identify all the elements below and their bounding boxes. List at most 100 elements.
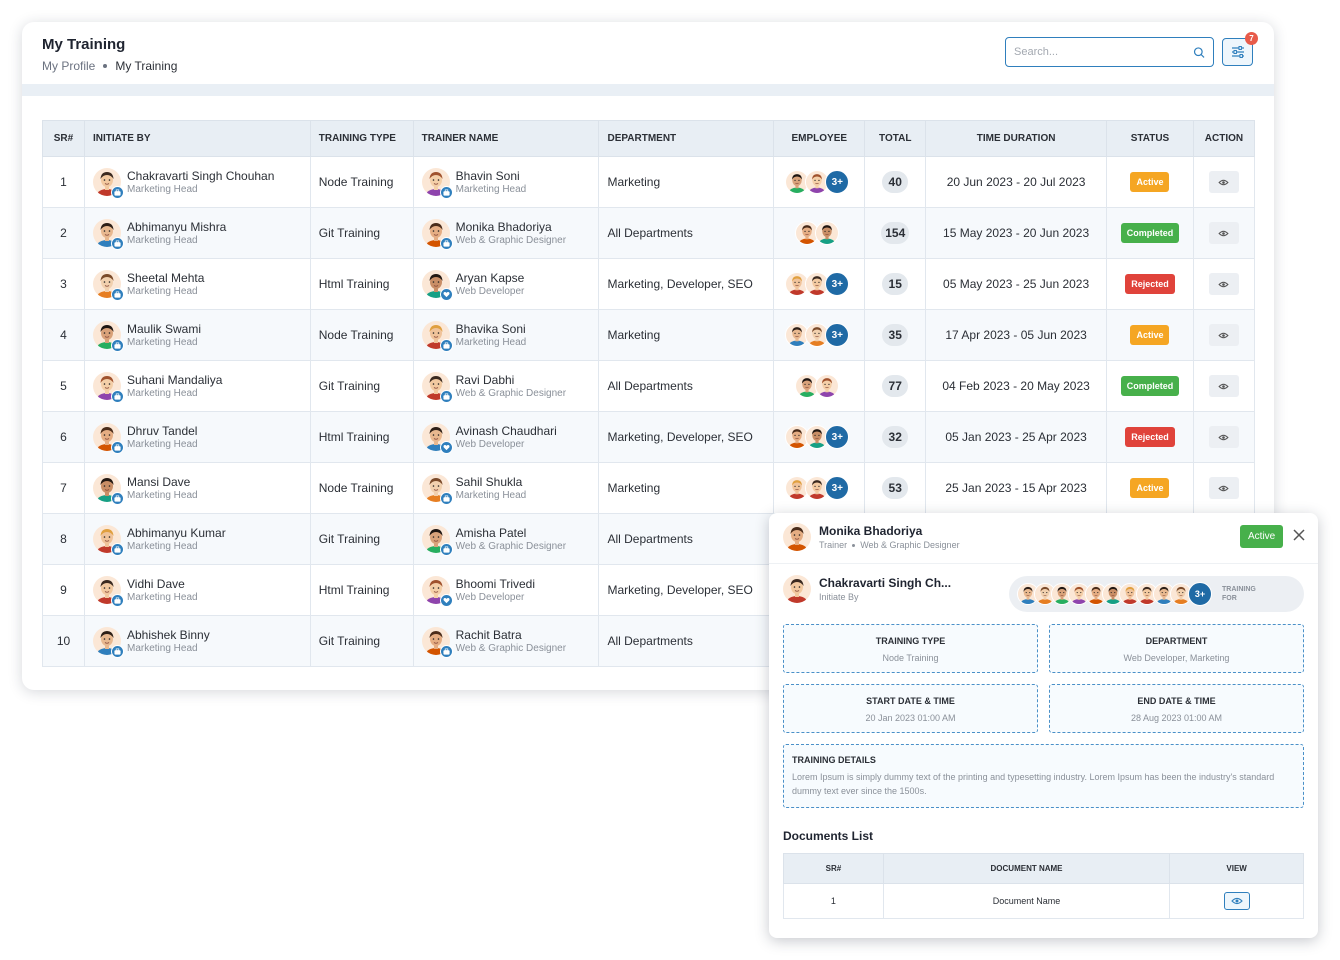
avatar [421,219,453,250]
end-date-label: END DATE & TIME [1137,696,1216,706]
person-role: Marketing Head [126,438,198,450]
person-name: Suhani Mandaliya [126,372,223,387]
person-name: Ravi Dabhi [455,372,515,387]
person-role: Marketing Head [126,591,198,603]
table-row: 3 Sheetal Mehta Marketing Head Html Trainin… [42,258,1256,310]
initiator-cell-person: Chakravarti Singh Chouhan Marketing Head [92,168,302,199]
training-for-group[interactable]: 3+ TRAINING FOR [1009,576,1304,612]
cell-initiate-by: Chakravarti Singh Chouhan Marketing Head [83,156,311,208]
cell-trainer-name: Sahil Shukla Marketing Head [412,462,600,514]
view-button[interactable] [1208,426,1239,448]
employee-avatars[interactable]: 3+ [782,272,856,296]
cell-employee: 3+ [773,309,866,361]
employee-avatar [785,170,810,194]
document-view-button[interactable] [1223,892,1250,910]
person-role: Web & Graphic Designer [455,234,567,246]
employee-avatar [815,221,840,245]
heart-badge-icon [439,288,453,301]
cell-sr: 4 [42,309,85,361]
view-button[interactable] [1208,273,1239,295]
eye-icon [1218,485,1230,491]
avatar [92,168,124,199]
cell-status: Active [1105,156,1194,208]
employee-avatar [805,272,830,296]
training-for-label-line1: TRAINING [1222,586,1256,593]
avatar [92,219,124,250]
person-name: Abhimanyu Mishra [126,219,227,234]
cell-employee [773,360,866,412]
view-button[interactable] [1208,477,1239,499]
view-button[interactable] [1208,222,1239,244]
person-role: Marketing Head [126,642,198,654]
more-employees-badge[interactable]: 3+ [825,425,850,449]
start-date-label: START DATE & TIME [866,696,955,706]
search-box[interactable] [1005,37,1214,67]
cell-initiate-by: Abhimanyu Mishra Marketing Head [83,207,311,259]
employee-avatars[interactable] [782,221,856,245]
person-role: Marketing Head [455,183,527,195]
avatar-image [92,423,121,451]
avatar [421,474,453,505]
total-badge: 53 [882,477,909,499]
person-name: Aryan Kapse [455,270,525,285]
view-button[interactable] [1208,171,1239,193]
cell-sr: 5 [42,360,85,412]
employee-avatar [805,425,830,449]
training-for-more-badge[interactable]: 3+ [1188,582,1212,606]
more-employees-badge[interactable]: 3+ [825,476,850,500]
view-button[interactable] [1208,375,1239,397]
search-icon[interactable] [1193,46,1205,59]
cell-trainer-name: Bhoomi Trivedi Web Developer [412,564,600,616]
avatar [92,627,124,658]
initiator-cell-person: Abhimanyu Mishra Marketing Head [92,219,302,250]
briefcase-badge-icon [110,645,124,658]
employee-avatars[interactable]: 3+ [782,170,856,194]
cell-initiate-by: Maulik Swami Marketing Head [83,309,311,361]
more-employees-badge[interactable]: 3+ [825,272,850,296]
table-row: 1 Chakravarti Singh Chouhan Marketing Head… [42,156,1256,208]
person-name: Sahil Shukla [455,474,523,489]
cell-action [1192,258,1256,310]
employee-avatar [785,476,810,500]
person-name: Chakravarti Singh Chouhan [126,168,275,183]
employee-avatars[interactable]: 3+ [782,476,856,500]
employee-avatars[interactable]: 3+ [782,323,856,347]
training-for-avatar [1102,583,1124,605]
cell-training-type: Node Training [309,156,414,208]
avatar-image [421,168,450,196]
employee-avatars[interactable] [782,374,856,398]
initiator-cell-person: Vidhi Dave Marketing Head [92,576,302,607]
person-role: Marketing Head [126,540,198,552]
more-employees-badge[interactable]: 3+ [825,170,850,194]
person-name: Bhavika Soni [455,321,526,336]
person-role: Marketing Head [455,336,527,348]
table-header-row: SR# INITIATE BY TRAINING TYPE TRAINER NA… [42,120,1256,157]
view-button[interactable] [1208,324,1239,346]
popup-divider [769,563,1318,564]
filter-button[interactable] [1222,38,1253,66]
close-icon[interactable] [1291,527,1307,543]
popup-trainer-name: Monika Bhadoriya [819,524,923,538]
person-name: Vidhi Dave [126,576,185,591]
employee-avatars[interactable]: 3+ [782,425,856,449]
employee-avatar [805,476,830,500]
training-for-avatar [1136,583,1158,605]
start-date-box: START DATE & TIME 20 Jan 2023 01:00 AM [783,684,1038,733]
document-view-cell [1169,883,1304,919]
cell-trainer-name: Amisha Patel Web & Graphic Designer [412,513,600,565]
person-role: Web Developer [455,285,525,297]
briefcase-badge-icon [110,339,124,352]
cell-total: 154 [864,207,927,259]
trainer-cell-person: Ravi Dabhi Web & Graphic Designer [421,372,591,403]
cell-trainer-name: Avinash Chaudhari Web Developer [412,411,600,463]
search-input[interactable] [1014,46,1193,58]
breadcrumb-my-profile[interactable]: My Profile [42,59,96,73]
cell-initiate-by: Abhishek Binny Marketing Head [83,615,311,667]
person-name: Mansi Dave [126,474,191,489]
briefcase-badge-icon [110,186,124,199]
more-employees-badge[interactable]: 3+ [825,323,850,347]
status-badge: Active [1130,478,1170,498]
person-role: Marketing Head [126,183,198,195]
employee-avatar [785,272,810,296]
cell-training-type: Node Training [309,462,414,514]
